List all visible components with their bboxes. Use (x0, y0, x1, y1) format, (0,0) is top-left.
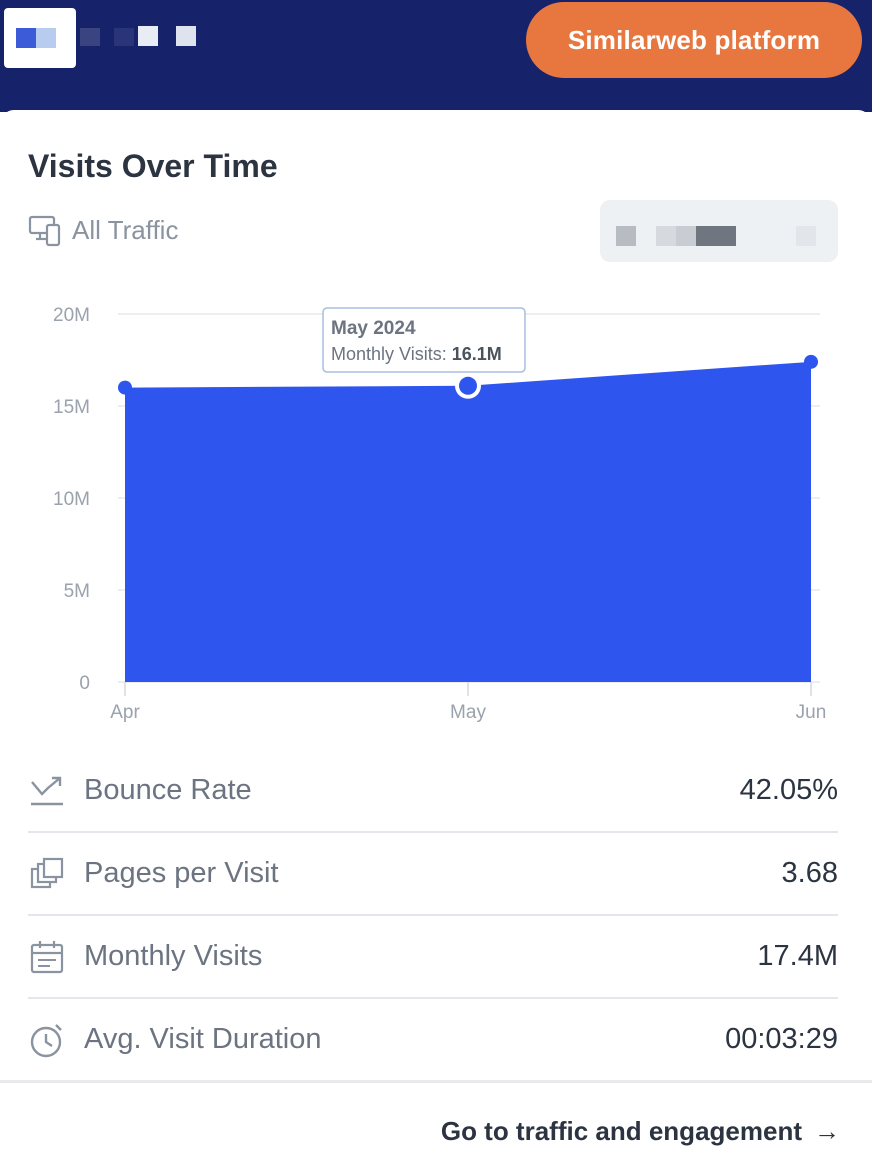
tooltip-body: Monthly Visits: 16.1M (331, 344, 502, 364)
metric-label: Avg. Visit Duration (84, 1023, 322, 1055)
traffic-filter: All Traffic (28, 213, 178, 247)
data-point[interactable] (459, 376, 477, 395)
visits-chart: 0 5M 10M 15M 20M Apr May Jun May 2024 Monthly V… (53, 305, 827, 723)
pages-icon (28, 855, 66, 893)
data-point[interactable] (118, 380, 132, 395)
bounce-rate-icon (28, 772, 66, 810)
devices-icon (28, 215, 61, 247)
tooltip-title: May 2024 (331, 318, 416, 339)
arrow-right-icon: → (814, 1116, 840, 1146)
x-tick-label: May (450, 702, 486, 723)
chart-tooltip: May 2024 Monthly Visits: 16.1M (322, 307, 526, 373)
metrics-list: Bounce Rate 42.05% Pages per Visit 3.68 (28, 750, 838, 1080)
metric-label: Monthly Visits (84, 940, 263, 972)
card-title: Visits Over Time (28, 148, 278, 184)
y-tick-label: 10M (53, 489, 90, 510)
y-tick-label: 5M (64, 581, 90, 602)
calendar-icon (28, 938, 66, 976)
metric-avg-visit-duration: Avg. Visit Duration 00:03:29 (28, 999, 838, 1080)
footer-divider (0, 1080, 872, 1083)
x-tick-label: Jun (796, 702, 827, 723)
y-tick-label: 15M (53, 397, 90, 418)
data-point[interactable] (804, 354, 818, 369)
metric-value: 42.05% (739, 774, 838, 806)
visits-card: Visits Over Time All Traffic 0 5M 10M 15M 20… (0, 110, 872, 1174)
metric-value: 3.68 (781, 857, 838, 889)
metric-monthly-visits: Monthly Visits 17.4M (28, 916, 838, 999)
traffic-engagement-link-label: Go to traffic and engagement (440, 1116, 802, 1146)
y-tick-label: 20M (53, 305, 90, 326)
similarweb-platform-button[interactable]: Similarweb platform (526, 2, 862, 78)
metric-value: 00:03:29 (725, 1023, 838, 1055)
visits-area (125, 361, 811, 682)
period-selector[interactable] (600, 200, 838, 262)
metric-label: Pages per Visit (84, 857, 279, 889)
y-tick-label: 0 (79, 673, 90, 694)
site-logo (4, 8, 76, 68)
redacted-text (80, 28, 100, 46)
x-tick-label: Apr (110, 702, 140, 723)
metric-value: 17.4M (757, 940, 838, 972)
metric-bounce-rate: Bounce Rate 42.05% (28, 750, 838, 833)
metric-pages-per-visit: Pages per Visit 3.68 (28, 833, 838, 916)
timer-icon (28, 1021, 66, 1059)
top-bar: Similarweb platform (0, 0, 872, 112)
traffic-filter-label: All Traffic (72, 214, 179, 245)
metric-label: Bounce Rate (84, 774, 252, 806)
traffic-engagement-link[interactable]: Go to traffic and engagement → (441, 1116, 840, 1147)
